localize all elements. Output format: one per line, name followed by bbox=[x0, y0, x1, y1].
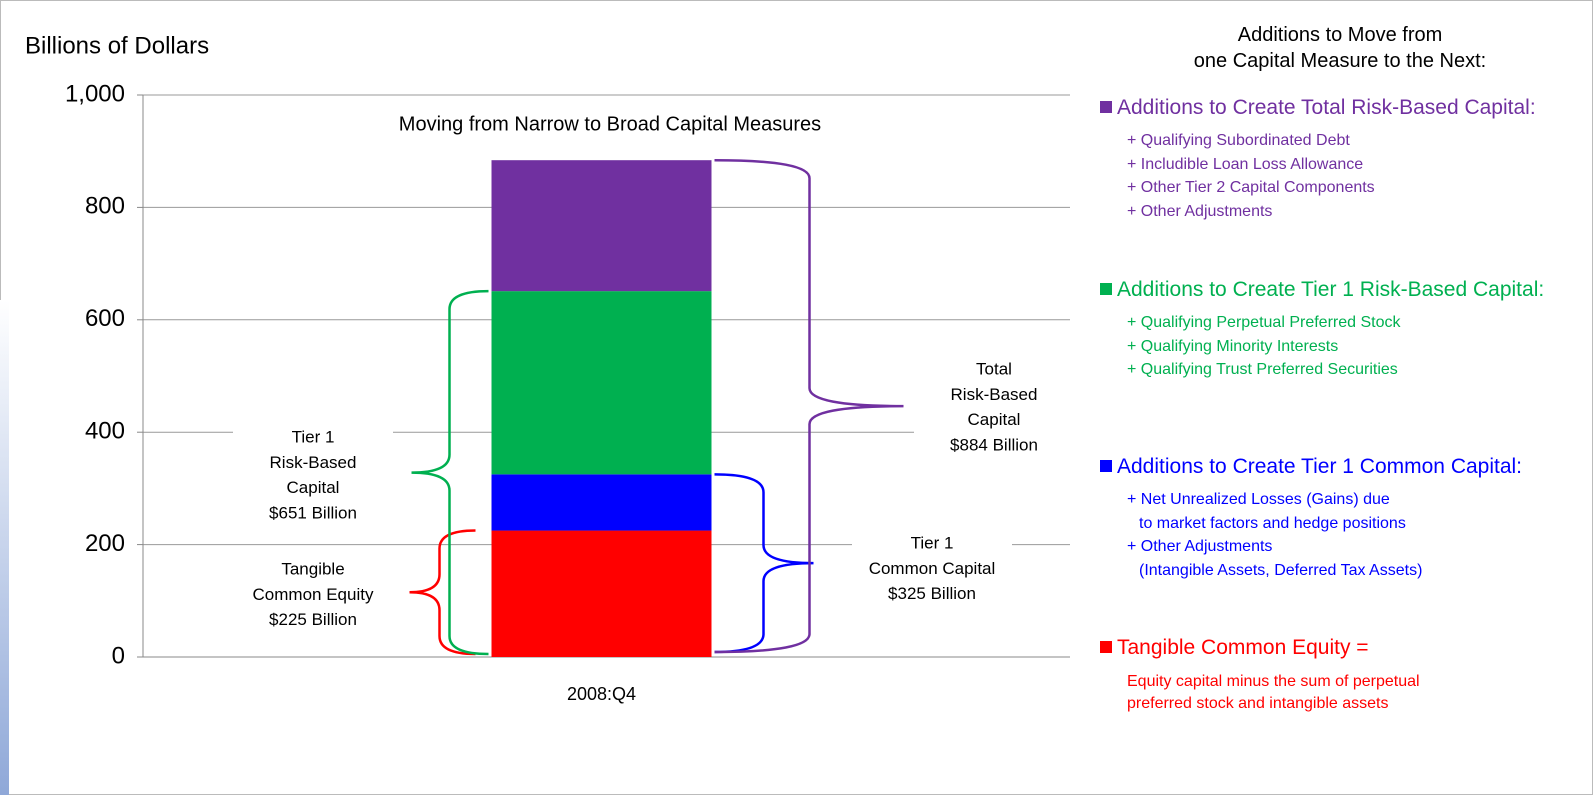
description-line: + Qualifying Subordinated Debt bbox=[1127, 132, 1350, 149]
annotation: Tier 1 bbox=[292, 427, 335, 446]
legend-title-line: Additions to Move from bbox=[1237, 24, 1443, 46]
legend-swatch bbox=[1100, 641, 1112, 653]
description-line: + Other Tier 2 Capital Components bbox=[1127, 179, 1375, 196]
bar-segment bbox=[491, 160, 712, 292]
legend-description: Equity capital minus the sum of perpetua… bbox=[1097, 671, 1567, 715]
description-line: to market factors and hedge positions bbox=[1139, 514, 1406, 532]
y-tick-label: 400 bbox=[85, 418, 125, 445]
label-bg bbox=[852, 531, 1012, 608]
bar-segment bbox=[491, 291, 712, 475]
description-line: + Includible Loan Loss Allowance bbox=[1127, 155, 1364, 173]
legend-description: + Qualifying Subordinated Debt + Includib… bbox=[1097, 129, 1567, 223]
label-bg bbox=[233, 557, 393, 634]
legend-label: Additions to Create Tier 1 Common Capita… bbox=[1097, 454, 1547, 480]
legend-swatch bbox=[1100, 460, 1112, 472]
y-axis-label: Billions of Dollars bbox=[25, 32, 209, 59]
legend-label: Tangible Common Equity = bbox=[1097, 635, 1547, 661]
y-tick-label: 800 bbox=[85, 193, 125, 220]
annotation: Total bbox=[976, 359, 1012, 378]
legend-entry: Additions to Create Total Risk-Based Cap… bbox=[1097, 95, 1567, 223]
brace bbox=[409, 529, 476, 656]
description-line: + Other Adjustments bbox=[1127, 202, 1273, 220]
legend-description: + Qualifying Perpetual Preferred Stock + … bbox=[1097, 311, 1567, 382]
legend-title-line: one Capital Measure to the Next: bbox=[1193, 50, 1487, 72]
legend-title: Additions to Move from one Capital Measur… bbox=[1180, 22, 1500, 74]
y-tick-label: 1,000 bbox=[65, 80, 125, 107]
description-line: + Qualifying Perpetual Preferred Stock bbox=[1127, 314, 1401, 331]
annotation: Risk-Based bbox=[951, 385, 1038, 404]
annotation: Tier 1 bbox=[911, 533, 954, 552]
annotation: $225 Billion bbox=[269, 610, 357, 629]
label-bg bbox=[233, 425, 393, 527]
y-tick-label: 0 bbox=[112, 642, 125, 669]
legend-label: Additions to Create Tier 1 Risk-Based Ca… bbox=[1097, 277, 1547, 303]
description-line: + Qualifying Minority Interests bbox=[1127, 337, 1339, 355]
description-line: preferred stock and intangible assets bbox=[1127, 695, 1389, 712]
annotation: $651 Billion bbox=[269, 503, 357, 522]
description-line: + Other Adjustments bbox=[1127, 538, 1273, 555]
legend-description: + Net Unrealized Losses (Gains) due to ma… bbox=[1097, 488, 1567, 582]
description-line: + Qualifying Trust Preferred Securities bbox=[1127, 361, 1398, 378]
bar-segment bbox=[491, 530, 712, 657]
y-tick-label: 600 bbox=[85, 305, 125, 332]
y-tick-label: 200 bbox=[85, 530, 125, 557]
description-line: (Intangible Assets, Deferred Tax Assets) bbox=[1139, 561, 1423, 579]
edge-strip bbox=[0, 300, 9, 795]
annotation: Capital bbox=[287, 478, 340, 497]
annotation: Common Capital bbox=[869, 559, 996, 578]
brace bbox=[411, 289, 489, 656]
annotation: Common Equity bbox=[253, 585, 374, 604]
description-line: Equity capital minus the sum of perpetua… bbox=[1127, 673, 1420, 690]
label-bg bbox=[914, 357, 1074, 459]
x-tick-label: 2008:Q4 bbox=[567, 684, 636, 704]
annotation: $884 Billion bbox=[950, 435, 1038, 454]
legend-swatch bbox=[1100, 283, 1112, 295]
legend-label: Additions to Create Total Risk-Based Cap… bbox=[1097, 95, 1547, 121]
legend-entry: Tangible Common Equity = Equity capital m… bbox=[1097, 635, 1567, 715]
legend-swatch bbox=[1100, 101, 1112, 113]
brace bbox=[714, 158, 904, 654]
chart-title: Moving from Narrow to Broad Capital Meas… bbox=[399, 113, 821, 135]
annotation: Tangible bbox=[281, 559, 344, 578]
legend-entry: Additions to Create Tier 1 Risk-Based Ca… bbox=[1097, 277, 1567, 382]
legend-entry: Additions to Create Tier 1 Common Capita… bbox=[1097, 454, 1567, 582]
annotation: Risk-Based bbox=[270, 453, 357, 472]
annotation: $325 Billion bbox=[888, 584, 976, 603]
bar-segment bbox=[491, 474, 712, 531]
description-line: + Net Unrealized Losses (Gains) due bbox=[1127, 491, 1390, 508]
brace bbox=[714, 473, 814, 654]
annotation: Capital bbox=[968, 410, 1021, 429]
